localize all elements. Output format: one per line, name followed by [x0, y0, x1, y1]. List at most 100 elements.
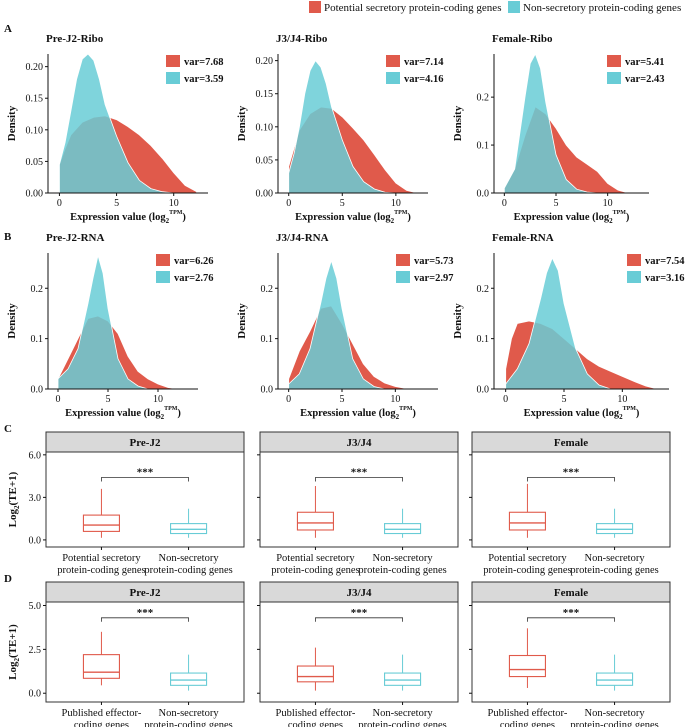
- y-tick-label: 0.0: [477, 189, 490, 200]
- x-tick-label-line2: coding genes: [288, 720, 343, 727]
- y-tick-label: 0.2: [261, 284, 274, 295]
- x-axis-title-close: ): [636, 408, 640, 419]
- x-axis-title-close: ): [407, 212, 411, 223]
- chart-A1: 0.00 0.05 0.10 0.15 0.20 0 5 10 Pre-J2-Ribo Densi…: [6, 33, 224, 225]
- panel-title: Female-RNA: [492, 232, 554, 244]
- legend-swatch-nonsecretory: [508, 1, 520, 13]
- x-tick-label: 5: [340, 394, 345, 405]
- var-swatch-secretory: [396, 254, 410, 266]
- y-tick-label: 0.2: [477, 284, 490, 295]
- panel-title: Pre-J2-RNA: [46, 232, 104, 244]
- x-axis-title-main: Expression value (log: [65, 408, 161, 419]
- var-label-nonsecretory: var=4.16: [404, 74, 444, 85]
- var-label-nonsecretory: var=3.16: [645, 273, 685, 284]
- var-label-secretory: var=5.73: [414, 256, 454, 267]
- x-axis-title-sub: 2: [619, 413, 623, 421]
- x-axis-title-main: Expression value (log: [524, 408, 620, 419]
- y-axis-title-main: Log: [7, 508, 19, 527]
- panel-title: J3/J4-RNA: [276, 232, 329, 244]
- x-axis-title-sub: 2: [391, 217, 395, 225]
- y-tick-label: 0.2: [477, 93, 490, 104]
- box-iqr: [296, 511, 334, 531]
- y-axis-title-text: Density: [236, 303, 248, 339]
- y-tick-label: 0.15: [26, 94, 44, 105]
- x-tick-label: 0: [503, 394, 508, 405]
- x-tick-label-line2: coding genes: [74, 720, 129, 727]
- y-tick-label: 0.00: [26, 189, 44, 200]
- y-tick-label: 0.1: [477, 334, 490, 345]
- y-tick-label: 0.10: [256, 122, 274, 133]
- y-tick-label: 0.05: [256, 155, 274, 166]
- plot-border: [259, 451, 459, 548]
- box-iqr: [82, 514, 120, 532]
- density-area-nonsecretory: [57, 255, 149, 390]
- y-tick-label: 0.00: [256, 189, 274, 200]
- x-tick-label: 0: [56, 394, 61, 405]
- y-tick-label: 0.0: [31, 385, 44, 396]
- density-area-nonsecretory: [288, 259, 385, 390]
- x-axis-title: Expression value (log2TPM): [524, 406, 640, 421]
- var-label-nonsecretory: var=2.43: [625, 74, 665, 85]
- panel-label-C: C: [4, 423, 12, 435]
- significance-bracket: [527, 617, 615, 622]
- var-swatch-nonsecretory: [386, 72, 400, 84]
- x-tick-label: 10: [153, 394, 163, 405]
- chart-C3: Female Potential secretoryprotein-coding …: [469, 431, 671, 576]
- x-axis-title: Expression value (log2TPM): [295, 210, 411, 225]
- x-tick-label-line2: coding genes: [500, 720, 555, 727]
- var-label-secretory: var=6.26: [174, 256, 214, 267]
- y-axis-title: Density: [236, 105, 248, 141]
- var-swatch-nonsecretory: [156, 271, 170, 283]
- chart-B1: 0.0 0.1 0.2 0 5 10 Pre-J2-RNA Density Expression…: [6, 232, 214, 421]
- var-swatch-secretory: [166, 55, 180, 67]
- y-tick-label: 0.1: [477, 141, 490, 152]
- x-axis-title-sup: TPM: [613, 210, 627, 216]
- y-axis-title-text: Density: [6, 105, 18, 141]
- var-label-nonsecretory: var=2.76: [174, 273, 214, 284]
- plot-border: [471, 601, 671, 703]
- x-axis-title-sup: TPM: [164, 406, 178, 412]
- y-axis-title-rest: (TE+1): [7, 624, 19, 658]
- y-tick-label: 0.1: [31, 334, 44, 345]
- x-axis-title-sup: TPM: [169, 210, 183, 216]
- y-axis-title: Log2(TE+1): [7, 624, 21, 680]
- significance-bracket: [315, 477, 403, 482]
- x-tick-label: 10: [169, 198, 179, 209]
- var-label-secretory: var=7.54: [645, 256, 685, 267]
- x-axis-title-sup: TPM: [399, 406, 413, 412]
- density-area-nonsecretory: [288, 59, 396, 194]
- plot-border: [259, 601, 459, 703]
- facet-title: Female: [554, 587, 588, 599]
- panel-title: Pre-J2-Ribo: [46, 33, 104, 45]
- y-axis-title-main: Log: [7, 661, 19, 680]
- box-iqr: [596, 523, 634, 535]
- var-swatch-secretory: [156, 254, 170, 266]
- x-tick-label: 10: [603, 198, 613, 209]
- box-secretory: Published effector-coding genes: [276, 647, 356, 727]
- significance-label: ***: [563, 467, 580, 479]
- y-axis-title: Density: [452, 105, 464, 141]
- y-tick-label: 0.15: [256, 89, 274, 100]
- significance-bracket: [527, 477, 615, 482]
- x-tick-label: 0: [286, 394, 291, 405]
- var-label-nonsecretory: var=2.97: [414, 273, 454, 284]
- box-iqr: [170, 523, 208, 535]
- chart-B3: 0.0 0.1 0.2 0 5 10 Female-RNA Density Expression…: [452, 232, 685, 421]
- x-tick-label-line2: protein-coding genes: [144, 565, 232, 576]
- x-tick-label: 10: [390, 394, 400, 405]
- x-axis-title-main: Expression value (log: [300, 408, 396, 419]
- significance-label: ***: [563, 607, 580, 619]
- y-axis-title: Density: [6, 303, 18, 339]
- x-axis-title: Expression value (log2TPM): [514, 210, 630, 225]
- x-tick-label: 5: [554, 198, 559, 209]
- x-tick-label-line2: protein-coding genes: [57, 565, 145, 576]
- var-label-secretory: var=7.68: [184, 57, 224, 68]
